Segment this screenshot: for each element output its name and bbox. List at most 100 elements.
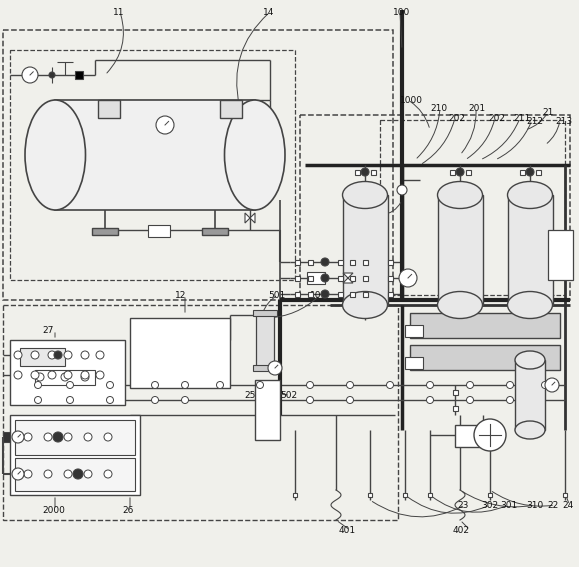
Text: 501: 501 (268, 291, 285, 300)
Bar (130, 318, 230, 388)
Bar (362, 260, 368, 264)
Circle shape (346, 396, 354, 404)
Bar (202, 228, 228, 235)
Circle shape (67, 396, 74, 404)
Bar (387, 260, 393, 264)
Text: 12: 12 (175, 291, 186, 300)
Circle shape (36, 373, 44, 381)
Circle shape (64, 371, 72, 379)
Bar (307, 260, 313, 264)
Bar (293, 493, 297, 497)
Bar (220, 100, 242, 118)
Circle shape (31, 371, 39, 379)
Text: 210: 210 (430, 104, 447, 113)
Circle shape (361, 168, 369, 176)
Circle shape (24, 470, 32, 478)
Text: 14: 14 (263, 8, 274, 17)
Ellipse shape (508, 181, 552, 209)
Circle shape (156, 116, 174, 134)
Circle shape (14, 351, 22, 359)
Circle shape (96, 371, 104, 379)
Text: 11: 11 (113, 8, 124, 17)
Circle shape (81, 371, 89, 379)
Circle shape (268, 361, 282, 375)
Ellipse shape (25, 100, 86, 210)
Circle shape (541, 382, 548, 388)
Circle shape (467, 382, 474, 388)
Circle shape (152, 396, 159, 404)
Bar (403, 493, 407, 497)
Text: 22: 22 (547, 501, 558, 510)
Circle shape (84, 470, 92, 478)
Text: 23: 23 (457, 501, 468, 510)
Circle shape (22, 67, 38, 83)
Bar (350, 260, 354, 264)
Circle shape (67, 382, 74, 388)
Circle shape (61, 373, 69, 381)
Text: 24: 24 (562, 501, 573, 510)
Bar (20, 348, 65, 366)
Circle shape (181, 396, 189, 404)
Circle shape (321, 274, 329, 282)
Bar (368, 493, 372, 497)
Text: 1000: 1000 (400, 96, 423, 105)
Bar (428, 493, 432, 497)
Bar (255, 380, 280, 440)
Text: 302: 302 (481, 501, 498, 510)
Bar (256, 312, 274, 367)
Circle shape (49, 72, 55, 78)
Bar (350, 291, 354, 297)
Circle shape (474, 419, 506, 451)
Ellipse shape (343, 291, 387, 319)
Text: 101: 101 (310, 291, 327, 300)
Bar (519, 170, 525, 175)
Bar (548, 230, 573, 280)
Bar (455, 425, 483, 447)
Circle shape (53, 432, 63, 442)
Circle shape (456, 168, 464, 176)
Text: 21: 21 (542, 108, 554, 117)
Bar (453, 405, 457, 411)
Circle shape (545, 378, 559, 392)
Circle shape (321, 290, 329, 298)
Circle shape (181, 382, 189, 388)
Circle shape (44, 433, 52, 441)
Bar (354, 170, 360, 175)
Bar (410, 313, 560, 338)
Bar (343, 195, 387, 305)
Polygon shape (245, 213, 255, 223)
Circle shape (107, 396, 113, 404)
Bar (338, 291, 343, 297)
Bar (148, 225, 170, 237)
Text: 402: 402 (453, 526, 470, 535)
Circle shape (48, 371, 56, 379)
Circle shape (24, 433, 32, 441)
Circle shape (397, 185, 407, 195)
Bar (387, 276, 393, 281)
Text: 26: 26 (122, 506, 133, 515)
Circle shape (104, 470, 112, 478)
Circle shape (84, 433, 92, 441)
Text: 27: 27 (42, 326, 53, 335)
Bar (300, 115, 570, 300)
Circle shape (64, 470, 72, 478)
Bar (405, 325, 423, 337)
Bar (338, 260, 343, 264)
Bar (536, 170, 541, 175)
Bar (10, 50, 295, 280)
Ellipse shape (438, 181, 482, 209)
Bar (10, 415, 140, 495)
Bar (98, 100, 120, 118)
Circle shape (73, 469, 83, 479)
Bar (371, 170, 376, 175)
Bar (508, 195, 552, 305)
Circle shape (14, 371, 22, 379)
Circle shape (399, 269, 417, 287)
Bar (15, 458, 135, 491)
Text: 201: 201 (468, 104, 485, 113)
Bar (75, 71, 83, 79)
Bar (35, 370, 95, 385)
Circle shape (321, 258, 329, 266)
Circle shape (35, 382, 42, 388)
Bar (515, 360, 545, 430)
